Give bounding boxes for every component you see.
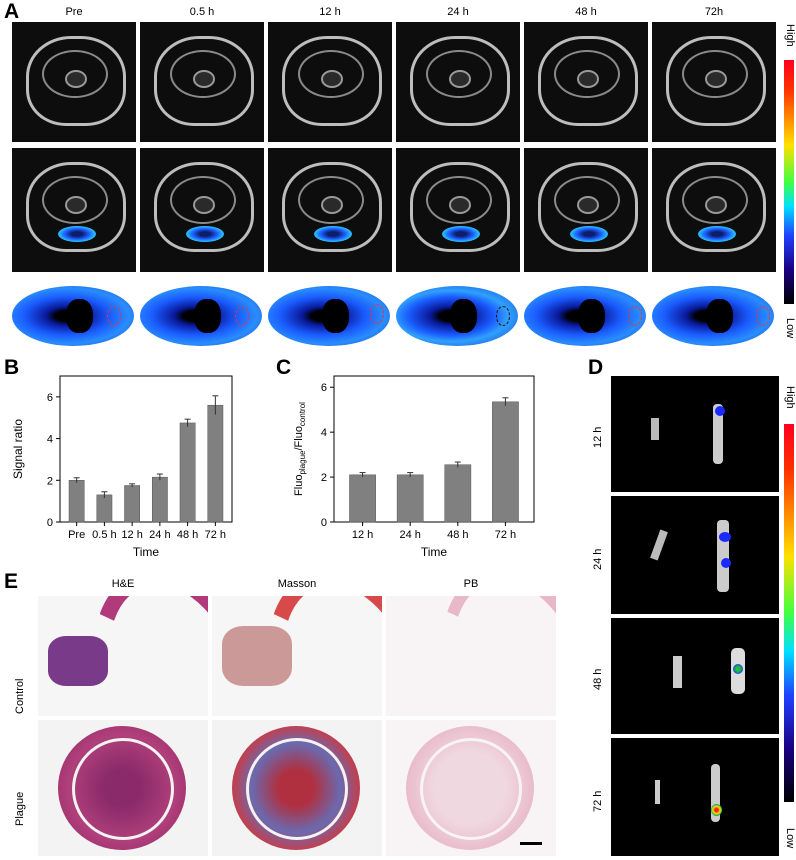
colorbar-a-high-label: High xyxy=(784,24,796,47)
x-tick-label: 72 h xyxy=(205,529,226,541)
heatmap-oval xyxy=(652,286,774,346)
timepoint-label: 24 h xyxy=(447,6,469,18)
x-tick-label: 72 h xyxy=(495,529,516,541)
panel-label-d: D xyxy=(588,356,604,379)
mri-image xyxy=(268,22,392,142)
y-axis-label-part: Fluo xyxy=(293,475,305,496)
x-tick-label: 24 h xyxy=(399,529,420,541)
mri-overlay-image xyxy=(652,148,776,272)
mri-overlay-image xyxy=(268,148,392,272)
histology-column-label: H&E xyxy=(111,578,135,590)
panel-label-a: A xyxy=(4,0,20,23)
mri-overlay-image xyxy=(524,148,648,272)
panel-label-b: B xyxy=(4,356,20,379)
colorbar-d-low-label: Low xyxy=(784,828,796,849)
mri-image xyxy=(12,22,136,142)
y-axis-label: Signal ratio xyxy=(11,419,25,479)
y-tick-label: 0 xyxy=(321,517,327,529)
panel-d-row-label: 24 h xyxy=(592,548,604,570)
colorbar-a-low-label: Low xyxy=(784,318,796,339)
histology-column-label: PB xyxy=(463,578,479,590)
mri-image xyxy=(396,22,520,142)
scale-bar xyxy=(520,842,542,845)
y-tick-label: 4 xyxy=(47,434,53,446)
x-tick-label: 12 h xyxy=(121,529,142,541)
bar xyxy=(207,404,224,523)
fluorescence-image xyxy=(611,376,779,492)
mri-overlay-image xyxy=(396,148,520,272)
mri-image xyxy=(652,22,776,142)
panel-label-c: C xyxy=(276,356,292,379)
heatmap-oval xyxy=(140,286,262,346)
x-tick-label: 0.5 h xyxy=(92,529,116,541)
x-tick-label: 12 h xyxy=(352,529,373,541)
mri-overlay-image xyxy=(12,148,136,272)
y-axis-label-part: /Fluo xyxy=(293,426,305,450)
bar xyxy=(444,464,472,523)
timepoint-label: 0.5 h xyxy=(189,6,215,18)
x-tick-label: 48 h xyxy=(177,529,198,541)
histology-he-plague xyxy=(38,720,208,856)
heatmap-oval xyxy=(524,286,646,346)
fluorescence-image xyxy=(611,618,779,734)
bar xyxy=(124,485,141,523)
y-tick-label: 6 xyxy=(47,392,53,404)
histology-he-control xyxy=(38,596,208,716)
bar xyxy=(68,480,85,523)
y-axis-label-part: control xyxy=(298,402,307,426)
timepoint-label: 72h xyxy=(704,6,724,18)
colorbar-d-high-label: High xyxy=(784,386,796,409)
bar xyxy=(396,474,424,523)
y-axis-label-part: plague xyxy=(298,450,307,475)
x-axis-label: Time xyxy=(133,545,160,559)
x-tick-label: 24 h xyxy=(149,529,170,541)
bar xyxy=(179,422,196,523)
bar xyxy=(349,474,376,523)
timepoint-label: 12 h xyxy=(319,6,341,18)
x-axis-label: Time xyxy=(421,545,448,559)
histology-masson-control xyxy=(212,596,382,716)
y-tick-label: 2 xyxy=(47,475,53,487)
y-tick-label: 0 xyxy=(47,517,53,529)
panel-label-e: E xyxy=(4,570,19,593)
chart-b-signal-ratio: 0 2 4 6 Pre 0.5 h 12 h 24 h 48 h 72 h Time Signal r… xyxy=(11,375,233,559)
bar xyxy=(96,494,113,523)
fluorescence-image xyxy=(611,496,779,614)
panel-d-row-label: 12 h xyxy=(592,426,604,448)
histology-masson-plague xyxy=(212,720,382,856)
panel-d-row-label: 72 h xyxy=(592,790,604,812)
plot-frame xyxy=(59,375,233,523)
mri-image xyxy=(524,22,648,142)
histology-pb-plague xyxy=(386,720,556,856)
colorbar-a xyxy=(784,60,794,304)
histology-row-label: Control xyxy=(14,678,26,714)
colorbar-d xyxy=(784,424,794,802)
fluorescence-image xyxy=(611,738,779,856)
y-tick-label: 2 xyxy=(321,472,327,484)
x-tick-label: Pre xyxy=(68,529,85,541)
histology-column-label: Masson xyxy=(277,578,317,590)
histology-pb-control xyxy=(386,596,556,716)
heatmap-oval xyxy=(12,286,134,346)
timepoint-label: Pre xyxy=(65,6,83,18)
bar xyxy=(151,476,168,523)
chart-c-fluorescence-ratio: 0 2 4 6 12 h 24 h 48 h 72 h Time Fluoplague/Fluoc… xyxy=(293,375,535,559)
y-tick-label: 4 xyxy=(321,427,327,439)
plot-frame xyxy=(333,375,535,523)
y-tick-label: 6 xyxy=(321,382,327,394)
x-tick-label: 48 h xyxy=(447,529,468,541)
mri-overlay-image xyxy=(140,148,264,272)
histology-row-label: Plague xyxy=(14,791,26,826)
bar xyxy=(492,401,519,523)
mri-image xyxy=(140,22,264,142)
heatmap-oval xyxy=(396,286,518,346)
panel-d-row-label: 48 h xyxy=(592,668,604,690)
y-axis-label: Fluoplague/Fluocontrol xyxy=(293,402,307,496)
heatmap-oval xyxy=(268,286,390,346)
timepoint-label: 48 h xyxy=(575,6,597,18)
